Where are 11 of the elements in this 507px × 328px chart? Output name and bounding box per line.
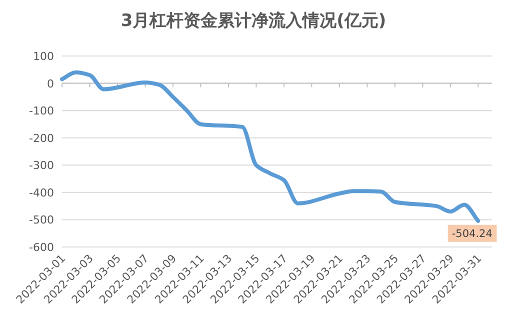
y-tick-label: -200	[29, 132, 54, 145]
data-label: -504.24	[452, 228, 493, 240]
y-tick-label: 0	[47, 77, 54, 90]
y-tick-label: -400	[29, 186, 54, 200]
y-tick-label: -100	[29, 104, 54, 118]
y-tick-label: -300	[29, 159, 54, 172]
value-label: -504.24	[448, 224, 497, 242]
y-tick-label: -500	[29, 214, 54, 227]
chart-title: 3月杠杆资金累计净流入情况(亿元)	[120, 11, 386, 31]
y-tick-label: 100	[33, 50, 54, 63]
y-tick-label: -600	[29, 241, 54, 254]
